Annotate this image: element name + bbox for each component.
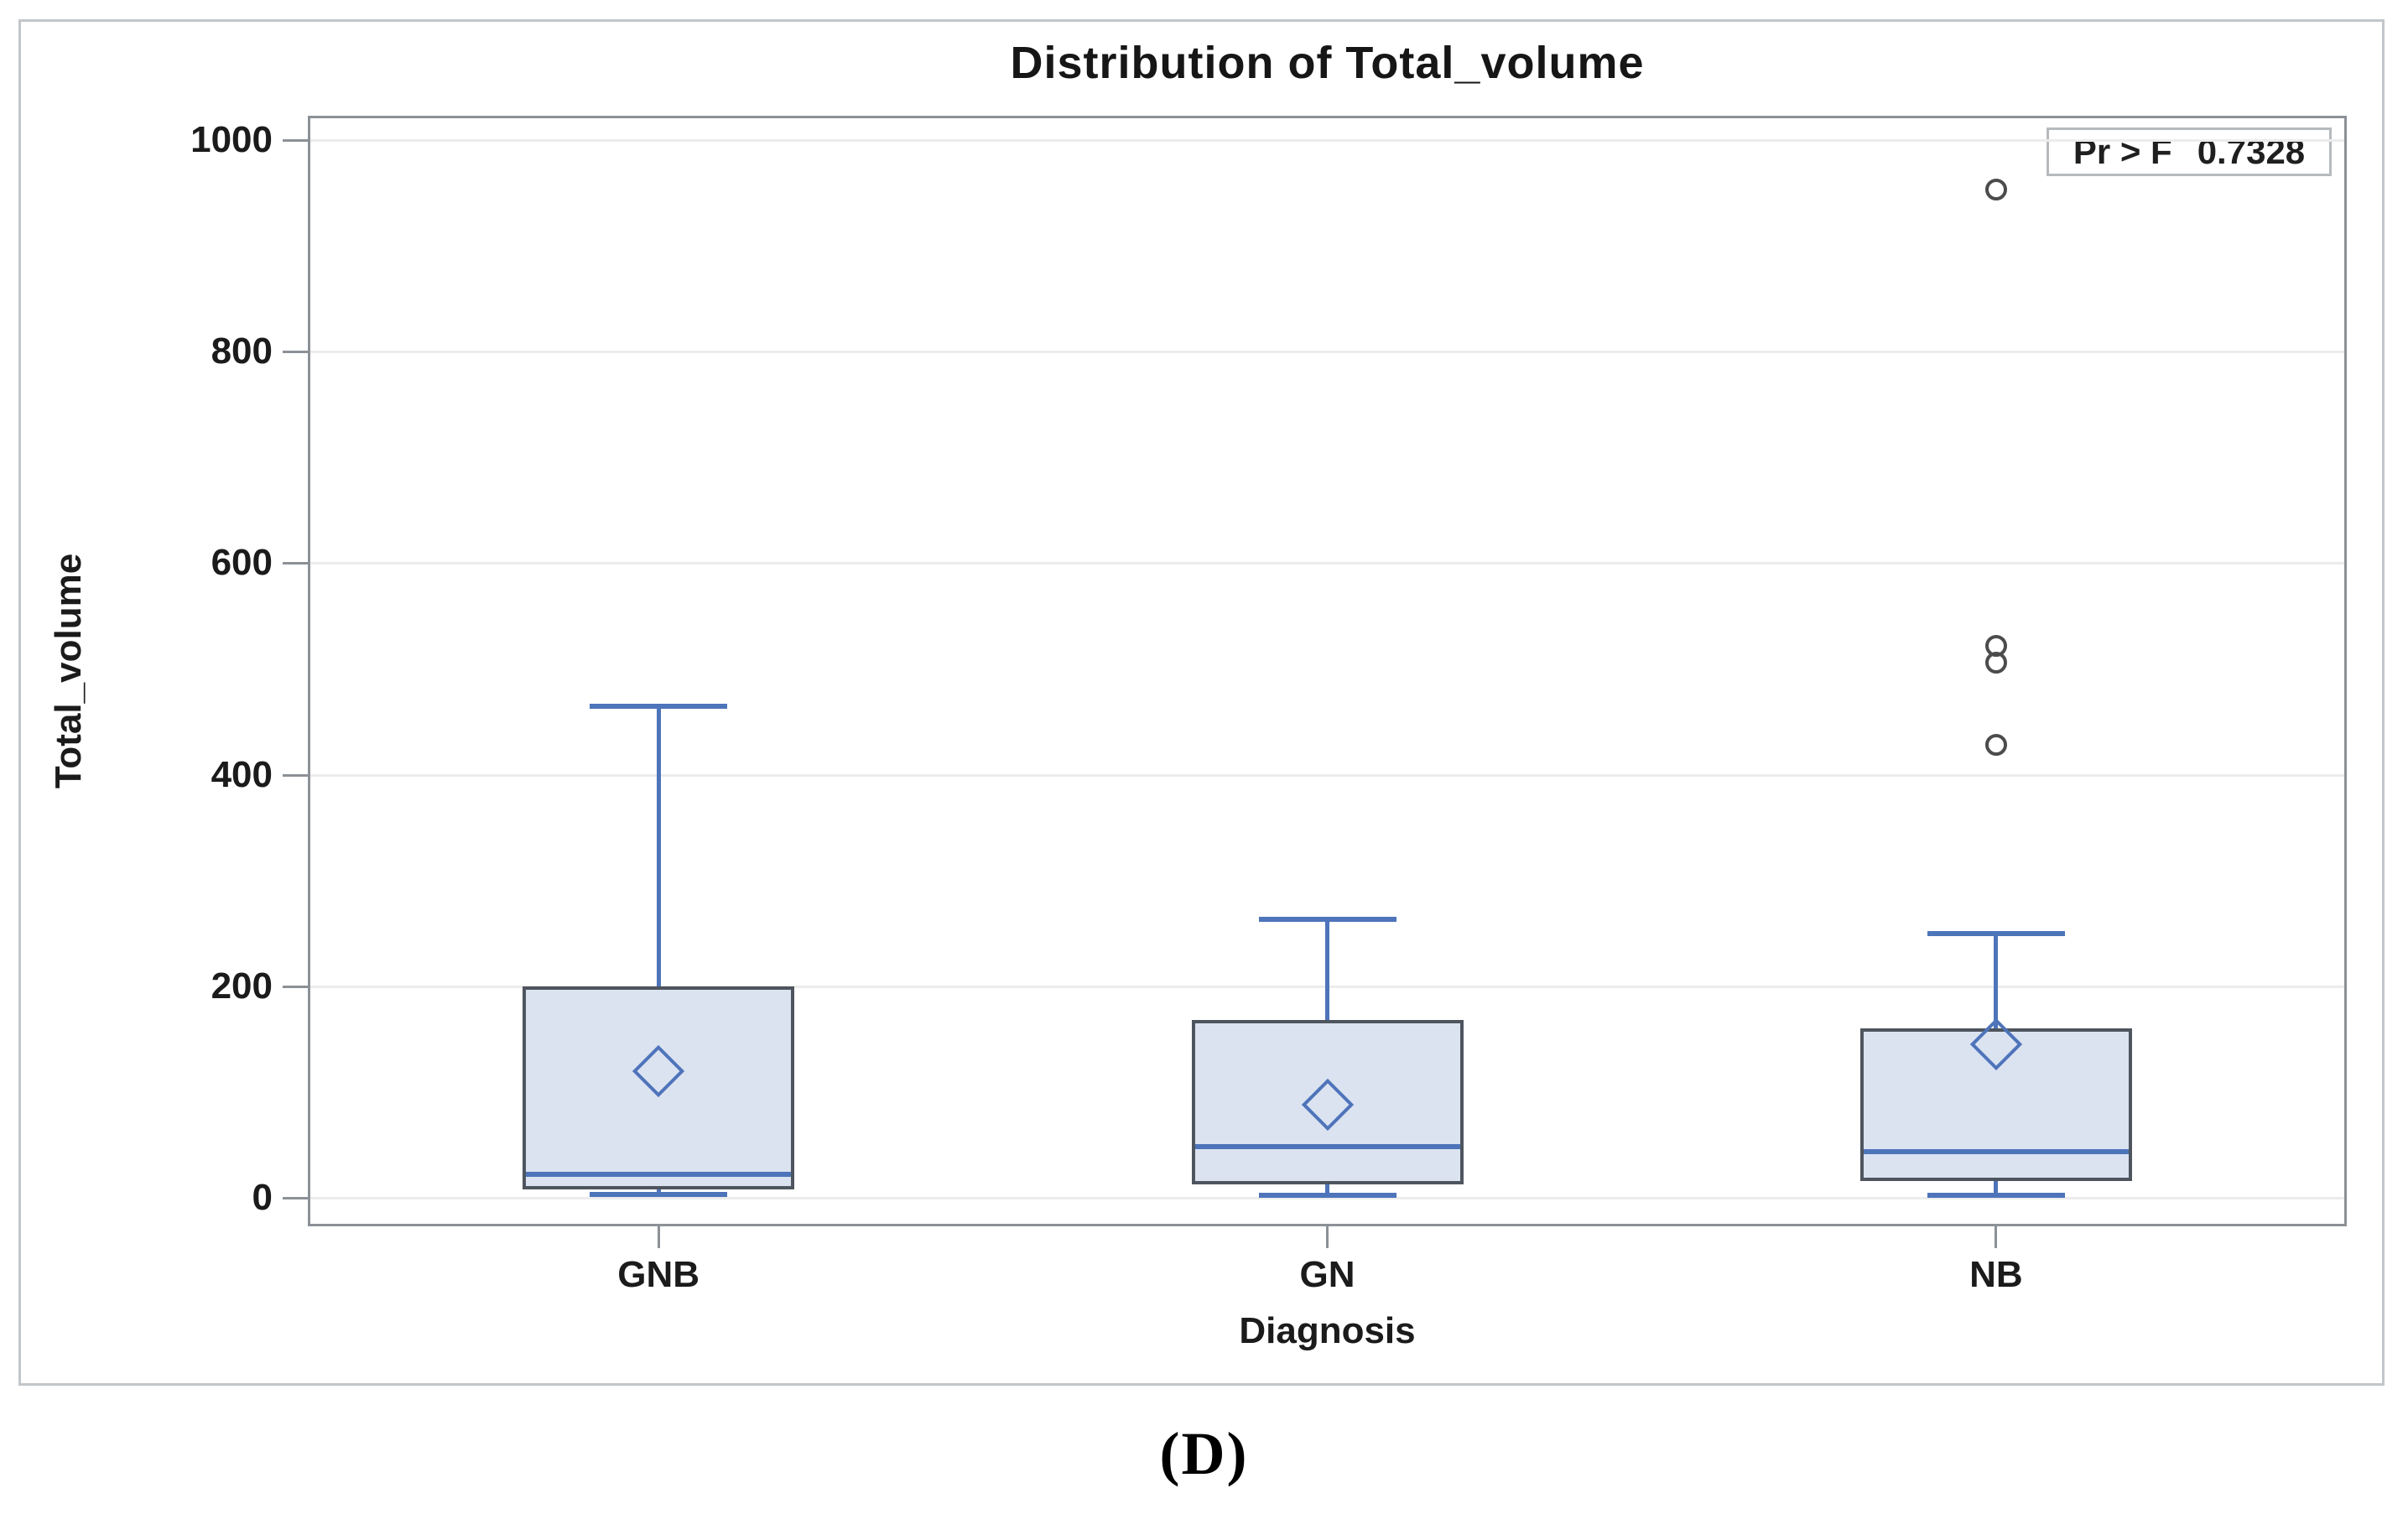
- gridline-400: [310, 773, 2344, 777]
- outlier-NB-953: [1984, 179, 2007, 201]
- x-tick-label-GNB: GNB: [617, 1254, 700, 1295]
- y-tick-0: [283, 1197, 308, 1199]
- median-line-GN: [1194, 1144, 1460, 1150]
- outlier-NB-522: [1984, 634, 2007, 657]
- whisker-cap-bottom-NB: [1927, 1193, 2065, 1199]
- y-tick-600: [283, 562, 308, 565]
- whisker-upper-NB: [1994, 933, 1999, 1029]
- gridline-800: [310, 351, 2344, 354]
- stat-value: 0.7328: [2197, 132, 2306, 171]
- whisker-cap-bottom-GNB: [590, 1192, 728, 1198]
- whisker-cap-bottom-GN: [1258, 1193, 1396, 1199]
- y-axis-title: Total_volume: [48, 553, 89, 789]
- y-tick-label-1000: 1000: [190, 119, 273, 160]
- iqr-box-NB: [1859, 1028, 2132, 1181]
- x-tick-NB: [1995, 1226, 1998, 1248]
- gridline-1000: [310, 139, 2344, 142]
- iqr-box-GNB: [523, 986, 795, 1189]
- median-line-GNB: [526, 1172, 792, 1178]
- y-tick-label-200: 200: [211, 965, 273, 1007]
- whisker-cap-top-GNB: [590, 703, 728, 709]
- whisker-lower-NB: [1994, 1180, 1999, 1196]
- gridline-600: [310, 562, 2344, 565]
- iqr-box-GN: [1191, 1020, 1464, 1184]
- y-tick-800: [283, 351, 308, 354]
- x-tick-GNB: [657, 1226, 660, 1248]
- y-tick-400: [283, 773, 308, 777]
- median-line-NB: [1863, 1148, 2129, 1154]
- stat-label: Pr > F: [2073, 132, 2172, 171]
- whisker-cap-top-NB: [1927, 930, 2065, 936]
- x-axis-title: Diagnosis: [1239, 1310, 1416, 1351]
- anova-stat-box: Pr > F 0.7328: [2047, 127, 2332, 176]
- y-tick-200: [283, 985, 308, 988]
- y-tick-label-0: 0: [252, 1177, 273, 1218]
- panel-caption: (D): [1159, 1420, 1249, 1487]
- whisker-upper-GNB: [656, 705, 661, 986]
- y-tick-label-600: 600: [211, 542, 273, 584]
- outlier-NB-428: [1984, 734, 2007, 757]
- chart-title: Distribution of Total_volume: [1010, 38, 1645, 88]
- whisker-lower-GN: [1325, 1184, 1329, 1196]
- x-tick-label-NB: NB: [1969, 1254, 2023, 1295]
- x-tick-label-GN: GN: [1299, 1254, 1355, 1295]
- whisker-lower-GNB: [656, 1189, 661, 1195]
- whisker-upper-GN: [1325, 919, 1329, 1021]
- x-tick-GN: [1326, 1226, 1329, 1248]
- gridline-0: [310, 1197, 2344, 1199]
- y-tick-1000: [283, 139, 308, 142]
- y-tick-label-400: 400: [211, 753, 273, 795]
- y-tick-label-800: 800: [211, 330, 273, 372]
- whisker-cap-top-GN: [1258, 917, 1396, 923]
